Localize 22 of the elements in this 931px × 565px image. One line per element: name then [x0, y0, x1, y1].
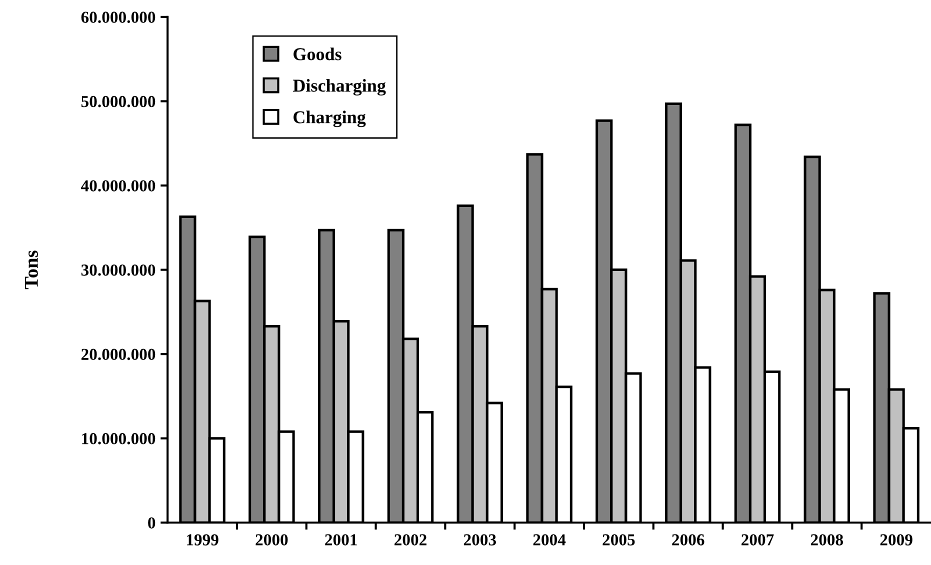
x-tick-label: 2004	[533, 534, 566, 546]
y-tick-label: 10.000.000	[82, 433, 156, 444]
x-tick-label: 2007	[742, 534, 774, 546]
x-tick-label: 2002	[394, 534, 426, 546]
y-tick-label: 30.000.000	[81, 264, 156, 276]
y-tick-label: 20.000.000	[81, 348, 156, 360]
x-tick-label: 2009	[880, 534, 912, 546]
x-tick-label: 1999	[186, 534, 218, 546]
legend-label: Goods	[294, 48, 342, 60]
legend-label: Discharging	[292, 79, 386, 96]
x-tick-label: 2001	[325, 534, 357, 546]
y-tick-label: 50.000.000	[81, 96, 156, 108]
y-axis-title: Tons	[25, 250, 38, 290]
x-tick-label: 2006	[672, 534, 704, 546]
x-tick-label: 2003	[464, 534, 496, 546]
y-tick-label: 0	[148, 517, 156, 529]
x-tick-label: 2008	[810, 534, 844, 546]
y-tick-label: 60.000.000	[81, 12, 156, 23]
legend-label: Charging	[294, 110, 366, 128]
y-tick-label: 40.000.000	[81, 180, 156, 192]
x-tick-label: 2000	[256, 534, 288, 546]
x-tick-label: 2005	[602, 534, 635, 546]
